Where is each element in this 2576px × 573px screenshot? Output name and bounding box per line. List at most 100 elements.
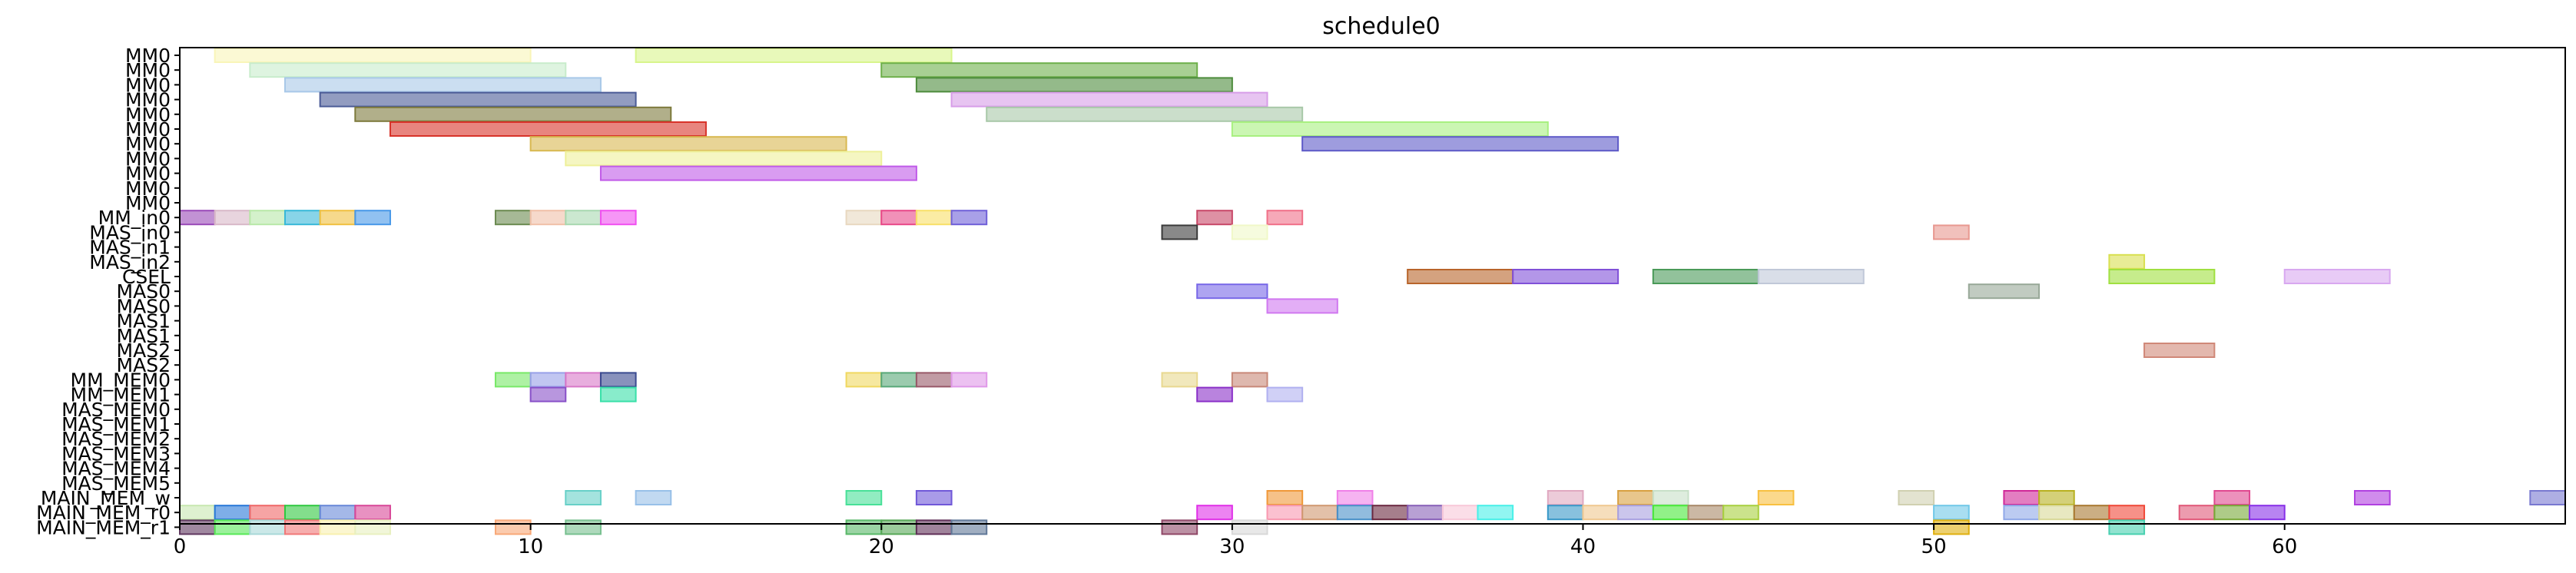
gantt-bar	[565, 490, 602, 505]
gantt-bar	[1266, 386, 1304, 402]
gantt-bar	[1898, 490, 1935, 505]
gantt-bar	[1687, 505, 1725, 521]
gantt-bar	[2003, 490, 2041, 505]
gantt-bar	[1196, 505, 1233, 521]
gantt-bar	[249, 505, 286, 521]
gantt-bar	[565, 210, 602, 226]
gantt-bar	[1336, 505, 1374, 521]
gantt-bar	[354, 505, 391, 521]
gantt-bar	[1757, 490, 1795, 505]
gantt-bar	[1301, 136, 1620, 152]
gantt-bar	[494, 372, 532, 388]
y-tick-label: MAS0	[117, 295, 171, 317]
gantt-bar	[1441, 505, 1479, 521]
gantt-bar	[1196, 386, 1233, 402]
gantt-bar	[950, 519, 988, 535]
gantt-bar	[1617, 490, 1654, 505]
gantt-bar	[1547, 505, 1584, 521]
gantt-bar	[319, 519, 356, 535]
gantt-bar	[529, 136, 847, 152]
gantt-bar	[1266, 505, 1304, 521]
gantt-bar	[179, 210, 216, 226]
gantt-bar	[1582, 505, 1620, 521]
gantt-bar	[880, 372, 917, 388]
gantt-bar	[1161, 372, 1198, 388]
y-tick-label: MAS_in0	[89, 221, 171, 243]
y-tick-label: MM_MEM0	[71, 369, 171, 391]
gantt-bar	[1196, 283, 1268, 300]
gantt-bar	[1933, 224, 1970, 240]
y-tick-label: MAS_in2	[89, 251, 171, 273]
gantt-bar	[354, 519, 391, 535]
gantt-bar	[915, 210, 953, 226]
y-tick-label: MAS1	[117, 325, 171, 347]
y-tick-label: MAS1	[117, 310, 171, 333]
y-tick-label: MAS2	[117, 354, 171, 376]
gantt-bar	[1161, 519, 1198, 535]
gantt-bar	[950, 91, 1268, 108]
gantt-bar	[214, 210, 251, 226]
gantt-bar	[845, 519, 883, 535]
gantt-bar	[2178, 505, 2216, 521]
y-tick-label: MAS_MEM5	[61, 472, 171, 495]
gantt-bar	[1266, 210, 1304, 226]
gantt-bar	[950, 210, 988, 226]
x-axis: 0 10 20 30 40 50 60	[174, 524, 2297, 558]
gantt-bar	[1757, 269, 1865, 284]
gantt-bar	[1933, 519, 1970, 535]
gantt-bar	[1407, 505, 1444, 521]
gantt-bar	[2213, 505, 2251, 521]
y-tick-label: MAS_MEM1	[61, 413, 171, 436]
y-tick-label: MAS2	[117, 339, 171, 362]
y-tick-label: MM0	[125, 74, 171, 96]
gantt-bar	[389, 121, 707, 137]
gantt-bar	[283, 77, 602, 93]
gantt-bar	[1652, 269, 1759, 284]
y-tick-label: MM_MEM1	[71, 384, 171, 406]
gantt-bar	[2038, 490, 2075, 505]
y-tick-label: MAS_MEM2	[61, 428, 171, 450]
gantt-bar	[880, 519, 917, 535]
gantt-bar	[1161, 224, 1198, 240]
gantt-bar	[915, 372, 953, 388]
gantt-bar	[1512, 269, 1620, 284]
gantt-bar	[179, 519, 216, 535]
gantt-bar	[1301, 505, 1338, 521]
gantt-bar	[249, 62, 567, 78]
gantt-bar	[1266, 298, 1338, 314]
gantt-bar	[1407, 269, 1514, 284]
gantt-bar	[354, 210, 391, 226]
y-tick-label: MM0	[125, 59, 171, 81]
gantt-bar	[915, 77, 1233, 93]
gantt-bar	[915, 490, 953, 505]
gantt-bar	[214, 48, 532, 63]
gantt-bar	[1231, 121, 1549, 137]
y-tick-label: MAIN_MEM_w	[41, 487, 171, 509]
chart-title: schedule0	[1322, 13, 1441, 40]
gantt-bar	[214, 505, 251, 521]
bars-layer	[179, 48, 2566, 535]
gantt-bar	[565, 151, 883, 167]
gantt-bar	[950, 372, 988, 388]
y-tick-label: MM0	[125, 147, 171, 170]
gantt-bar	[1933, 505, 1970, 521]
gantt-bar	[2354, 490, 2391, 505]
gantt-bar	[915, 519, 953, 535]
gantt-bar	[2108, 519, 2146, 535]
y-tick-label: MM0	[125, 89, 171, 111]
gantt-bar	[354, 106, 672, 122]
gantt-bar	[599, 165, 917, 181]
gantt-bar	[1231, 519, 1268, 535]
gantt-bar	[880, 210, 917, 226]
gantt-bar	[2108, 253, 2146, 270]
gantt-bar	[249, 210, 286, 226]
gantt-bar	[845, 490, 883, 505]
gantt-bar	[2143, 343, 2216, 358]
gantt-bar	[880, 62, 1198, 78]
x-tick-label: 10	[518, 535, 543, 558]
gantt-bar	[599, 386, 637, 402]
gantt-bar	[2108, 269, 2216, 284]
gantt-bar	[283, 505, 321, 521]
gantt-bar	[1336, 490, 1374, 505]
